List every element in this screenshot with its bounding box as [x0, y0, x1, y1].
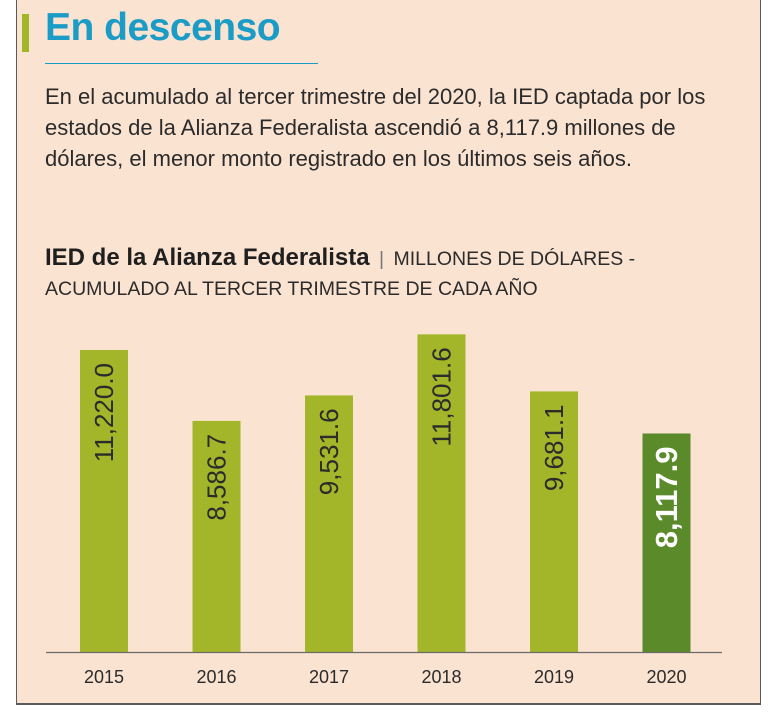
bar-2020: [642, 433, 691, 652]
chart-subtitle: Millones de dólares - Acumulado al terce…: [45, 248, 636, 300]
page-title: En descenso: [45, 6, 281, 49]
x-tick-2016: 2016: [196, 667, 236, 687]
bar-2017: [305, 395, 353, 652]
x-tick-2015: 2015: [84, 667, 124, 687]
x-tick-2020: 2020: [646, 667, 686, 687]
bar-2019: [530, 391, 578, 652]
title-accent-bar: [22, 14, 29, 52]
x-tick-2019: 2019: [534, 667, 574, 687]
x-tick-2018: 2018: [421, 667, 461, 687]
chart-title: IED de la Alianza Federalista: [45, 244, 370, 271]
value-label-2020: 8,117.9: [649, 446, 684, 548]
bar-2016: [192, 420, 241, 652]
value-label-2016: 8,586.7: [202, 434, 232, 521]
value-label-2018: 11,801.6: [427, 347, 457, 446]
chart-title-separator: |: [378, 248, 385, 270]
value-label-2019: 9,681.1: [539, 404, 569, 491]
value-label-2017: 9,531.6: [314, 408, 344, 495]
bar-2018: [417, 334, 466, 652]
infographic-frame: [16, 0, 761, 705]
x-tick-2017: 2017: [309, 667, 349, 687]
chart-heading: IED de la Alianza Federalista | Millones…: [45, 243, 745, 304]
bar-2015: [80, 349, 128, 652]
title-underline: [45, 63, 318, 64]
lead-paragraph: En el acumulado al tercer trimestre del …: [45, 84, 706, 171]
value-label-2015: 11,220.0: [89, 363, 119, 462]
